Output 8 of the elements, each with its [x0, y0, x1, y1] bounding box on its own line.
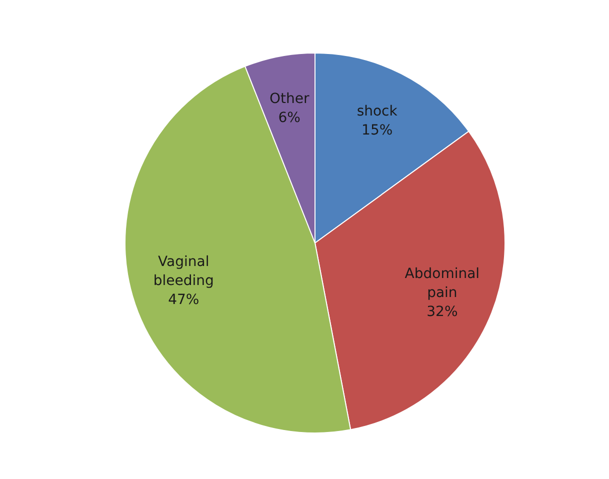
slice-label: shock [356, 103, 398, 120]
slice-label: Abdominal pain [404, 266, 480, 302]
slice-label: Other [269, 90, 310, 107]
slice-label: Vaginal bleeding [153, 254, 214, 289]
data-label: 32% [426, 304, 458, 320]
data-label: 15% [362, 122, 393, 138]
data-label: 6% [278, 110, 300, 126]
data-label: 47% [168, 292, 200, 308]
